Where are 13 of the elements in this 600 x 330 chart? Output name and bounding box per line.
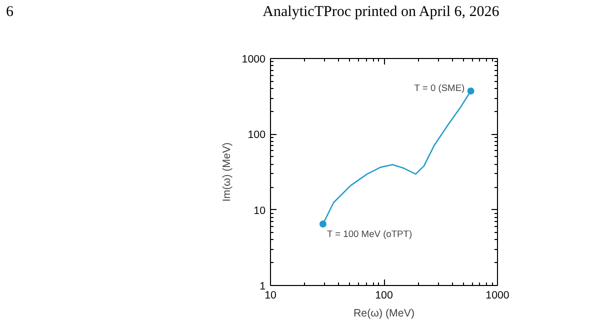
y-tick-label: 1000	[242, 54, 266, 66]
x-tick-label: 100	[375, 290, 393, 302]
x-axis-title: Re(ω) (MeV)	[353, 308, 415, 320]
annotation: T = 0 (SME)	[414, 82, 465, 93]
x-tick-label: 10	[264, 290, 276, 302]
chart-title: AnalyticTProc printed on April 6, 2026	[262, 4, 500, 20]
y-tick-label: 10	[254, 204, 266, 217]
annotation: T = 100 MeV (oTPT)	[326, 228, 412, 239]
x-tick-label: 1000	[486, 290, 510, 302]
y-axis-title: Im(ω) (MeV)	[220, 142, 233, 202]
y-tick-label: 1	[260, 280, 266, 292]
text: 6	[6, 3, 14, 22]
y-tick-label: 100	[248, 129, 266, 142]
